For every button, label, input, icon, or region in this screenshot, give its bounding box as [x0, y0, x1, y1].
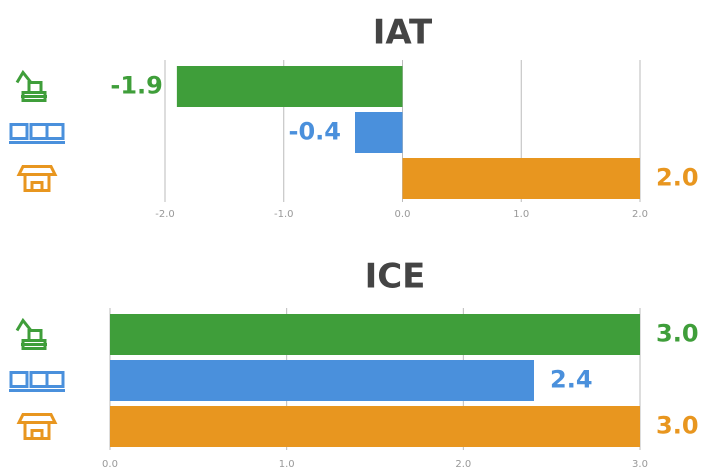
x-tick-label: 0.0 [395, 209, 411, 220]
store-icon [16, 413, 58, 440]
category-icon [16, 165, 58, 192]
chart-title: ICE [365, 257, 426, 297]
bar [355, 112, 403, 153]
chart-title: IAT [373, 13, 433, 53]
bar [176, 66, 403, 107]
value-label: 3.0 [656, 320, 699, 348]
x-tick-label: 2.0 [632, 209, 648, 220]
category-icon [9, 123, 65, 144]
category-icon [16, 413, 58, 440]
value-label: 2.0 [656, 164, 699, 192]
excavator-icon [15, 317, 47, 350]
boxes-icon [9, 123, 65, 144]
bar [110, 314, 640, 355]
excavator-icon [15, 69, 47, 102]
x-tick-label: -2.0 [155, 209, 175, 220]
x-tick-label: 3.0 [632, 459, 648, 470]
bar [402, 158, 640, 199]
value-label: 3.0 [656, 412, 699, 440]
x-tick-label: 1.0 [513, 209, 529, 220]
category-icon [15, 317, 47, 350]
value-label: 2.4 [550, 366, 593, 394]
x-tick-label: -1.0 [274, 209, 294, 220]
bar [110, 360, 534, 401]
x-tick-label: 0.0 [102, 459, 118, 470]
category-icon [9, 371, 65, 392]
x-tick-label: 2.0 [455, 459, 471, 470]
boxes-icon [9, 371, 65, 392]
x-tick-label: 1.0 [279, 459, 295, 470]
value-label: -0.4 [289, 118, 341, 146]
category-icon [15, 69, 47, 102]
store-icon [16, 165, 58, 192]
bar [110, 406, 640, 447]
value-label: -1.9 [110, 72, 162, 100]
